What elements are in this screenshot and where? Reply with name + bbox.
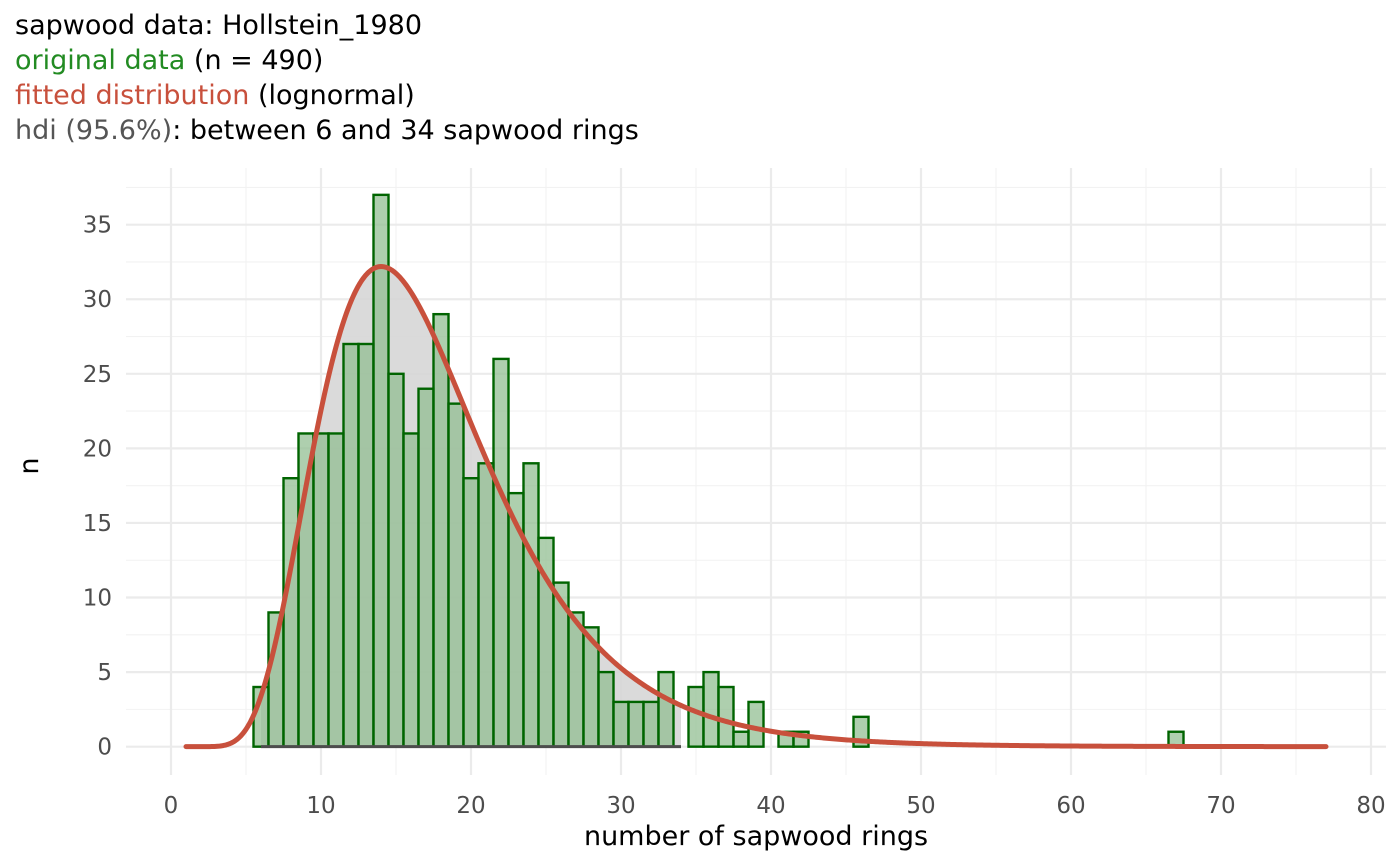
- title-line-dataset: sapwood data: Hollstein_1980: [15, 8, 639, 43]
- x-axis-tick-labels: 0 10 20 30 40 50 60 70 80: [164, 793, 1386, 819]
- histogram-bar: [387, 372, 405, 748]
- y-tick-label: 15: [83, 511, 112, 537]
- histogram-bar: [402, 432, 420, 748]
- x-tick-label: 60: [1056, 793, 1085, 819]
- y-tick-label: 30: [83, 287, 112, 313]
- histogram-bar: [597, 670, 615, 748]
- y-tick-label: 20: [83, 436, 112, 462]
- x-tick-label: 70: [1206, 793, 1235, 819]
- histogram-bar: [432, 312, 450, 748]
- histogram-bar: [687, 685, 705, 748]
- x-tick-label: 0: [164, 793, 179, 819]
- title-line-fitted: fitted distribution (lognormal): [15, 78, 639, 113]
- y-tick-label: 35: [83, 213, 112, 239]
- y-tick-label: 5: [97, 660, 112, 686]
- histogram-bar: [372, 193, 390, 748]
- y-tick-label: 0: [97, 735, 112, 761]
- chart-titles: sapwood data: Hollstein_1980 original da…: [15, 8, 639, 148]
- histogram-bar: [732, 730, 750, 748]
- histogram-bar: [447, 402, 465, 748]
- x-tick-label: 40: [756, 793, 785, 819]
- histogram-bar: [717, 685, 735, 748]
- histogram-bar: [657, 670, 675, 748]
- histogram-bar: [567, 611, 585, 748]
- histogram-bar: [477, 462, 495, 748]
- histogram-bars: [252, 193, 1185, 748]
- fitted-curve: [183, 264, 1329, 750]
- title-line-hdi: hdi (95.6%): between 6 and 34 sapwood ri…: [15, 113, 639, 148]
- histogram-bar: [462, 477, 480, 748]
- fitted-density-line: [183, 264, 1329, 750]
- hdi-label: hdi (95.6%): [15, 115, 173, 146]
- histogram-bar: [522, 462, 540, 748]
- fitted-distribution-label: fitted distribution: [15, 80, 250, 111]
- x-tick-label: 10: [306, 793, 335, 819]
- x-tick-label: 20: [456, 793, 485, 819]
- histogram-bar: [312, 432, 330, 748]
- histogram-bar: [417, 387, 435, 748]
- distribution-name-text: (lognormal): [249, 80, 415, 111]
- histogram-bar: [357, 342, 375, 748]
- x-tick-label: 30: [606, 793, 635, 819]
- histogram-bar: [642, 700, 660, 748]
- histogram-bar: [492, 357, 510, 748]
- x-tick-label: 50: [906, 793, 935, 819]
- histogram-bar: [747, 700, 765, 748]
- histogram-bar: [327, 432, 345, 748]
- x-axis-label: number of sapwood rings: [584, 821, 928, 852]
- histogram-bar: [627, 700, 645, 748]
- histogram-bar: [342, 342, 360, 748]
- x-tick-label: 80: [1356, 793, 1385, 819]
- histogram-bar: [282, 477, 300, 748]
- y-axis-tick-labels: 0 5 10 15 20 25 30 35: [83, 213, 112, 761]
- dataset-title: sapwood data: Hollstein_1980: [15, 10, 423, 41]
- histogram-bar: [702, 670, 720, 748]
- title-line-original: original data (n = 490): [15, 43, 639, 78]
- hdi-range-text: : between 6 and 34 sapwood rings: [172, 115, 639, 146]
- y-tick-label: 10: [83, 586, 112, 612]
- sample-size-text: (n = 490): [185, 45, 324, 76]
- y-axis-label: n: [14, 457, 45, 474]
- histogram-bar: [612, 700, 630, 748]
- original-data-label: original data: [15, 45, 186, 76]
- y-tick-label: 25: [83, 362, 112, 388]
